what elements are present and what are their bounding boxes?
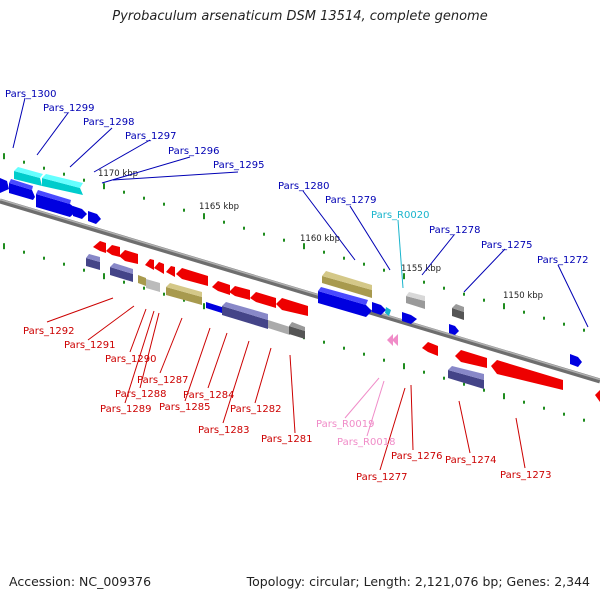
label-pars-1272: Pars_1272	[537, 255, 588, 266]
gene-1287	[146, 279, 160, 292]
label-pars-1295: Pars_1295	[213, 160, 264, 171]
gene-1278a	[406, 296, 425, 309]
gene-1295b	[88, 211, 101, 224]
gene-1281	[289, 326, 305, 339]
gene-1284	[212, 281, 230, 295]
gene-1282	[268, 320, 290, 335]
gene-1282r	[250, 292, 276, 308]
gene-1276	[448, 370, 484, 389]
label-pars-1278: Pars_1278	[429, 225, 480, 236]
label-pars-1281: Pars_1281	[261, 434, 312, 445]
forward-callouts	[12, 97, 589, 328]
rna-r0019	[387, 334, 393, 346]
label-pars-1285: Pars_1285	[159, 402, 210, 413]
gene-1298	[14, 171, 42, 186]
label-pars-1290: Pars_1290	[105, 354, 156, 365]
reverse-genes	[86, 241, 600, 402]
label-pars-1292: Pars_1292	[23, 326, 74, 337]
reverse-gene-labels: Pars_1292 Pars_1291 Pars_1290 Pars_1287 …	[23, 326, 551, 483]
gene-1273	[491, 360, 563, 390]
label-pars-r0019: Pars_R0019	[316, 419, 374, 430]
label-pars-1296: Pars_1296	[168, 146, 219, 157]
gene-1290	[119, 250, 138, 264]
gene-1279b	[372, 302, 386, 315]
label-pars-1299: Pars_1299	[43, 103, 94, 114]
gene-1281r	[276, 298, 308, 316]
gene-1272	[570, 354, 582, 367]
gene-1285r	[176, 268, 208, 286]
gene-1288	[138, 275, 146, 286]
genome-stats-text: Topology: circular; Length: 2,121,076 bp…	[246, 574, 590, 589]
label-pars-1289: Pars_1289	[100, 404, 151, 415]
gene-1283r	[229, 286, 250, 300]
gene-1289	[110, 267, 133, 282]
label-pars-1277: Pars_1277	[356, 472, 407, 483]
scale-label-1170: 1170 kbp	[98, 169, 138, 179]
gene-1278	[402, 312, 417, 324]
gene-1300	[0, 178, 9, 193]
backbone	[0, 198, 600, 384]
gene-1283	[222, 306, 268, 329]
label-pars-1282: Pars_1282	[230, 404, 281, 415]
forward-genes	[0, 167, 582, 367]
label-pars-1279: Pars_1279	[325, 195, 376, 206]
gene-1279	[318, 291, 372, 317]
map-title: Pyrobaculum arsenaticum DSM 13514, compl…	[112, 9, 488, 24]
label-pars-r0020: Pars_R0020	[371, 210, 429, 221]
gene-1297	[36, 194, 78, 217]
label-pars-1300: Pars_1300	[5, 89, 56, 100]
label-pars-1298: Pars_1298	[83, 117, 134, 128]
gene-1295a	[73, 206, 87, 219]
scale-label-1155: 1155 kbp	[401, 264, 441, 274]
scale-label-1165: 1165 kbp	[199, 202, 239, 212]
gene-1296	[42, 178, 83, 195]
label-pars-1284: Pars_1284	[183, 390, 234, 401]
forward-gene-labels: Pars_1300 Pars_1299 Pars_1298 Pars_1297 …	[5, 89, 588, 266]
gene-1292	[93, 241, 106, 253]
label-pars-1297: Pars_1297	[125, 131, 176, 142]
label-pars-1287: Pars_1287	[137, 375, 188, 386]
gene-1287r	[154, 262, 164, 274]
label-pars-1276: Pars_1276	[391, 451, 442, 462]
reverse-callouts	[46, 297, 526, 471]
gene-1277r	[422, 342, 438, 356]
label-pars-r0018: Pars_R0018	[337, 437, 395, 448]
gene-1299	[9, 183, 35, 200]
label-pars-1283: Pars_1283	[198, 425, 249, 436]
gene-1272r	[595, 390, 600, 402]
gene-1291	[106, 245, 120, 257]
label-pars-1280: Pars_1280	[278, 181, 329, 192]
gene-1285	[166, 287, 202, 305]
label-pars-1273: Pars_1273	[500, 470, 551, 481]
gene-1275	[449, 324, 459, 335]
label-pars-1291: Pars_1291	[64, 340, 115, 351]
gene-1288r	[145, 259, 154, 270]
gene-1274r	[455, 350, 487, 368]
tick-marks	[3, 153, 585, 422]
scale-labels: 1170 kbp 1165 kbp 1160 kbp 1155 kbp 1150…	[98, 169, 543, 301]
rna-r0020	[385, 307, 391, 316]
gene-1284b	[206, 302, 225, 314]
rna-r0018	[392, 334, 398, 346]
gene-1280	[322, 276, 372, 298]
gene-1286r	[166, 266, 175, 277]
label-pars-1274: Pars_1274	[445, 455, 496, 466]
scale-label-1150: 1150 kbp	[503, 291, 543, 301]
scale-label-1160: 1160 kbp	[300, 234, 340, 244]
accession-text: Accession: NC_009376	[9, 574, 152, 589]
label-pars-1288: Pars_1288	[115, 389, 166, 400]
label-pars-1275: Pars_1275	[481, 240, 532, 251]
